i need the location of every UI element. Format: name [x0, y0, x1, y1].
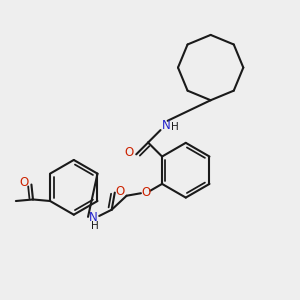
Text: H: H: [171, 122, 179, 132]
Text: O: O: [116, 184, 125, 198]
Text: H: H: [91, 221, 98, 231]
Text: O: O: [125, 146, 134, 159]
Text: O: O: [19, 176, 28, 189]
Text: O: O: [141, 186, 151, 199]
Text: N: N: [162, 119, 170, 132]
Text: N: N: [89, 211, 98, 224]
